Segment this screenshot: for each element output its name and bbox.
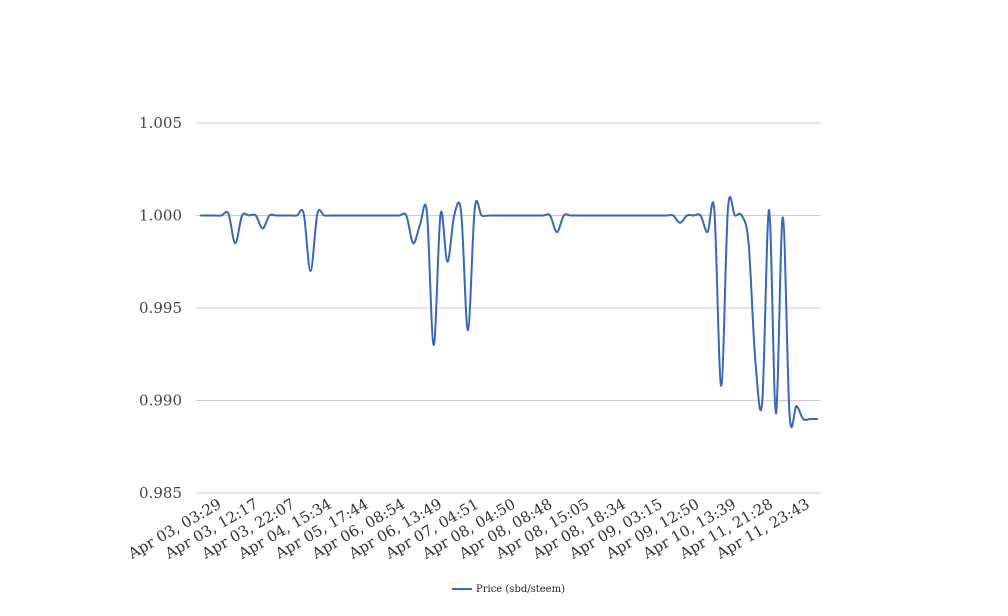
legend-label-price: Price (sbd/steem) [476, 584, 565, 595]
y-tick-label: 1.000 [139, 207, 182, 225]
y-tick-label: 0.985 [139, 484, 182, 502]
series-layer [200, 196, 818, 428]
y-tick-label: 0.990 [139, 392, 182, 410]
gridlines [196, 122, 821, 494]
y-tick-label: 0.995 [139, 299, 182, 317]
legend[interactable]: Price (sbd/steem) [452, 584, 565, 595]
y-axis-ticks: 1.005 1.000 0.995 0.990 0.985 [139, 114, 182, 502]
series-line-price[interactable] [200, 196, 818, 428]
y-tick-label: 1.005 [139, 114, 182, 132]
